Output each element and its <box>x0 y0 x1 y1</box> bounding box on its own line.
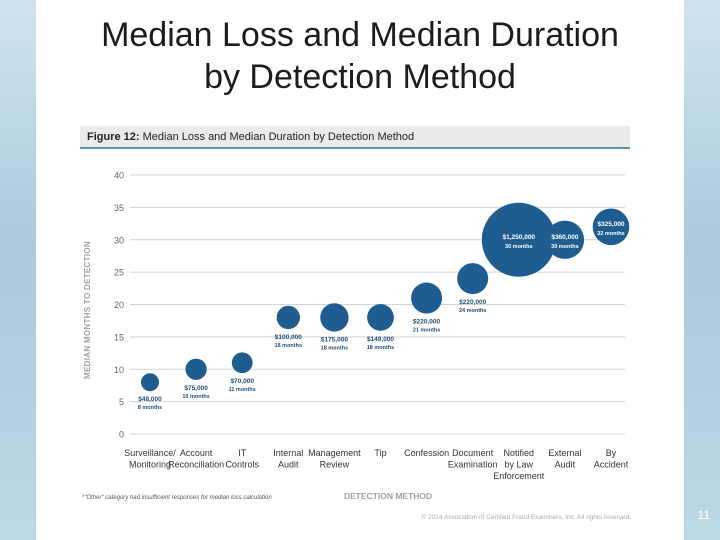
y-tick-label: 30 <box>114 235 124 245</box>
y-tick-label: 25 <box>114 268 124 278</box>
x-axis-label: DETECTION METHOD <box>344 491 432 501</box>
bubble <box>320 303 349 332</box>
bubble-loss-label: $1,250,000 <box>503 234 536 241</box>
figure-title-bar: Figure 12: Median Loss and Median Durati… <box>80 126 630 149</box>
y-tick-label: 5 <box>119 397 124 407</box>
x-category-label: Reconciliation <box>168 460 224 470</box>
bubble <box>545 220 585 259</box>
bubble-duration-label: 32 months <box>597 231 625 237</box>
x-category-label: Audit <box>555 460 576 470</box>
bubble-duration-label: 24 months <box>459 308 487 314</box>
y-tick-label: 10 <box>114 365 124 375</box>
bubble-duration-label: 18 months <box>275 343 303 349</box>
y-tick-label: 0 <box>119 430 124 440</box>
bubble-loss-label: $48,000 <box>138 396 162 403</box>
figure-label: Figure 12: <box>87 131 140 143</box>
x-category-label: Tip <box>374 448 386 458</box>
copyright-text: © 2014 Association of Certified Fraud Ex… <box>421 513 631 521</box>
bubble-loss-label: $220,000 <box>459 299 486 306</box>
x-category-label: Enforcement <box>493 471 545 481</box>
x-category-label: IT <box>238 448 247 458</box>
x-category-label: Confession <box>404 448 449 458</box>
page-number: 11 <box>697 508 710 522</box>
x-category-label: Controls <box>225 460 259 470</box>
x-category-label: Examination <box>448 460 498 470</box>
x-category-label: By <box>606 448 617 458</box>
bubble-loss-label: $325,000 <box>597 221 624 228</box>
y-tick-label: 40 <box>114 171 124 181</box>
bubble-loss-label: $220,000 <box>413 319 440 326</box>
x-category-label: Management <box>308 448 361 458</box>
x-category-label: by Law <box>505 460 534 470</box>
bubble <box>481 202 556 277</box>
bubble <box>185 358 207 380</box>
bubble <box>367 304 394 331</box>
bubble-duration-label: 21 months <box>413 328 441 334</box>
bubble-loss-label: $360,000 <box>551 234 578 241</box>
bubble <box>141 373 159 392</box>
bubble-duration-label: 11 months <box>229 387 256 393</box>
slide-title-line-2: by Detection Method <box>204 58 516 96</box>
bubble-loss-label: $100,000 <box>275 334 302 341</box>
bubble-duration-label: 30 months <box>551 244 579 250</box>
bubble-duration-label: 30 months <box>505 244 533 250</box>
bubble-duration-label: 18 months <box>367 345 395 351</box>
bubble <box>276 305 300 330</box>
x-category-label: Audit <box>278 460 299 470</box>
x-category-label: Document <box>452 448 494 458</box>
slide-right-border <box>684 0 720 540</box>
figure-title-text: Median Loss and Median Duration by Detec… <box>142 131 415 143</box>
bubble-loss-label: $70,000 <box>230 378 254 385</box>
slide-title-line-1: Median Loss and Median Duration <box>101 16 619 54</box>
bubble-duration-label: 8 months <box>138 405 162 411</box>
x-category-label: Review <box>320 460 350 470</box>
x-category-label: Internal <box>273 448 303 458</box>
y-tick-label: 20 <box>114 300 124 310</box>
x-category-label: Account <box>180 448 213 458</box>
figure-footnote: *"Other" category had insufficient respo… <box>82 495 272 501</box>
bubble <box>592 208 630 246</box>
bubble-loss-label: $149,000 <box>367 336 394 343</box>
bubble <box>457 263 489 295</box>
figure-title: Figure 12: Median Loss and Median Durati… <box>87 131 414 143</box>
slide-left-border <box>0 0 36 540</box>
x-category-label: Notified <box>504 448 535 458</box>
y-tick-label: 35 <box>114 203 124 213</box>
x-category-label: Accident <box>594 460 629 470</box>
y-tick-label: 15 <box>114 332 124 342</box>
bubble-loss-label: $175,000 <box>321 337 348 344</box>
bubble <box>231 352 253 374</box>
bubble-loss-label: $75,000 <box>184 385 208 392</box>
bubble-duration-label: 10 months <box>182 394 210 400</box>
x-category-label: External <box>548 448 581 458</box>
x-category-label: Surveillance/ <box>124 448 176 458</box>
y-axis-label: MEDIAN MONTHS TO DETECTION <box>83 241 92 379</box>
bubble <box>411 282 443 314</box>
bubble-duration-label: 18 months <box>321 346 349 352</box>
x-category-label: Monitoring <box>129 460 171 470</box>
